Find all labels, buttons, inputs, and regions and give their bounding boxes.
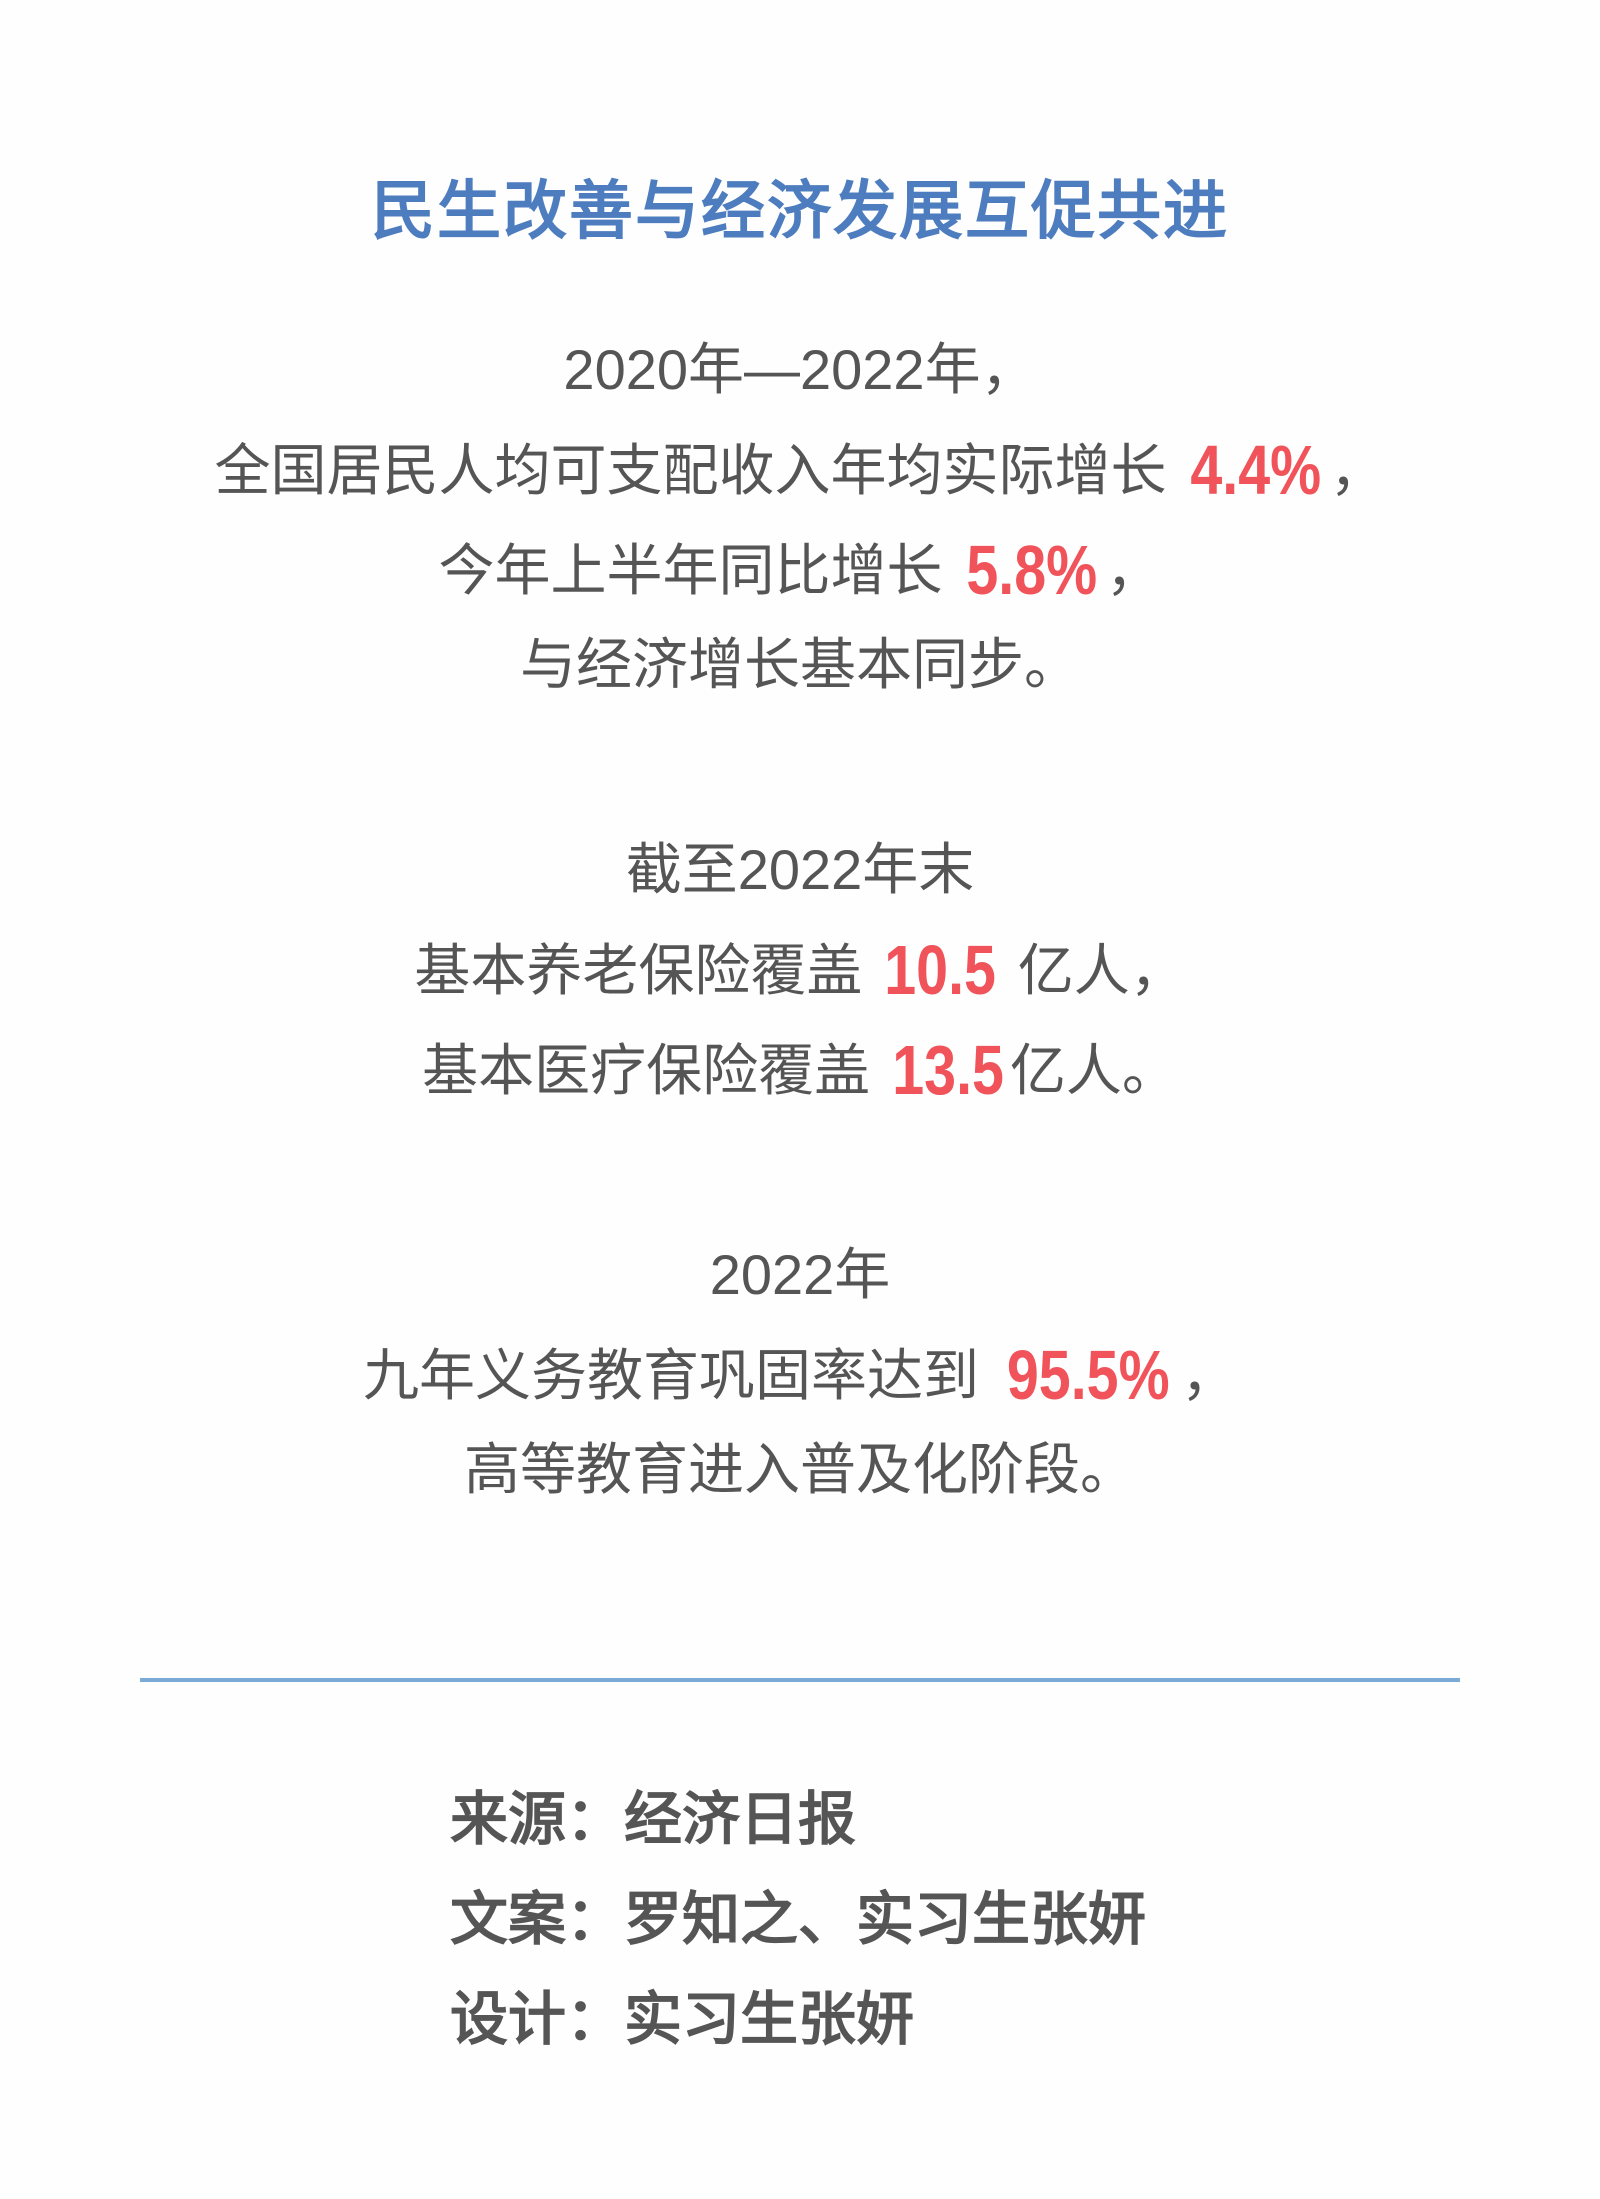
s1-line2-text: 全国居民人均可支配收入年均实际增长 (214, 439, 1167, 502)
page-title: 民生改善与经济发展互促共进 (371, 175, 1229, 247)
s2-line3-text: 基本医疗保险覆盖 (422, 1039, 871, 1102)
credit-source: 来源：经济日报 (450, 1787, 857, 1852)
s3-line2-text: 九年义务教育巩固率达到 (362, 1344, 979, 1407)
education-rate-value: 95.5% (1006, 1336, 1170, 1414)
s3-line2: 九年义务教育巩固率达到 95.5%， (0, 1335, 1600, 1416)
s2-line1: 截至2022年末 (625, 838, 975, 901)
s1-line2-punct: ， (1329, 439, 1386, 502)
divider (140, 1678, 1460, 1682)
s2-line3-unit: 亿人。 (1009, 1039, 1178, 1102)
s3-line2-punct: ， (1181, 1344, 1238, 1407)
s2-line2: 基本养老保险覆盖 10.5 亿人， (0, 930, 1600, 1011)
s1-line3-punct: ， (1105, 539, 1162, 602)
income-growth-value: 4.4% (1190, 431, 1322, 509)
credit-copy: 文案：罗知之、实习生张妍 (450, 1887, 1147, 1952)
half-year-growth-value: 5.8% (966, 531, 1098, 609)
s1-line3: 今年上半年同比增长 5.8%， (0, 530, 1600, 611)
s2-line3: 基本医疗保险覆盖 13.5 亿人。 (0, 1030, 1600, 1111)
credit-design: 设计：实习生张妍 (450, 1987, 915, 2052)
s1-line2: 全国居民人均可支配收入年均实际增长 4.4%， (0, 430, 1600, 511)
medical-coverage-value: 13.5 (891, 1031, 1004, 1109)
s3-line1: 2022年 (709, 1243, 891, 1306)
s1-line3-text: 今年上半年同比增长 (438, 539, 943, 602)
s3-line3: 高等教育进入普及化阶段。 (464, 1438, 1136, 1501)
s1-line4: 与经济增长基本同步。 (520, 633, 1080, 696)
s1-line1: 2020年—2022年， (563, 338, 1037, 401)
s2-line2-text: 基本养老保险覆盖 (414, 939, 863, 1002)
pension-coverage-value: 10.5 (884, 931, 996, 1009)
s2-line2-unit: 亿人， (1017, 939, 1186, 1002)
